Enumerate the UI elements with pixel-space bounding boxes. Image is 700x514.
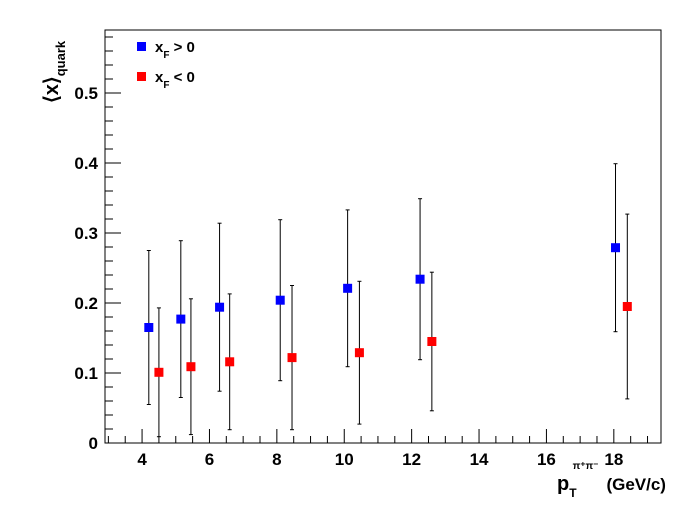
data-point-xf-positive <box>215 302 225 312</box>
legend-label: xF > 0 <box>155 39 195 61</box>
y-tick-label: 0.5 <box>74 84 98 103</box>
data-point-xf-positive <box>144 323 154 332</box>
data-point-xf-positive <box>611 243 621 253</box>
data-point-xf-negative <box>225 357 235 367</box>
x-tick-label: 8 <box>272 450 281 469</box>
x-tick-label: 18 <box>604 450 623 469</box>
data-point-xf-positive <box>415 274 425 284</box>
data-point-xf-negative <box>186 362 196 372</box>
legend-label: xF < 0 <box>155 69 195 91</box>
plot-frame <box>104 29 662 444</box>
data-markers <box>144 243 632 377</box>
y-tick-label: 0 <box>89 434 98 453</box>
error-bars <box>146 163 630 438</box>
x-tick-label: 6 <box>205 450 214 469</box>
data-point-xf-positive <box>176 314 186 324</box>
x-tick-label: 4 <box>137 450 147 469</box>
x-tick-label: 10 <box>335 450 354 469</box>
y-tick-label: 0.2 <box>74 294 98 313</box>
y-axis-label: ⟨x⟩quark <box>41 40 68 103</box>
data-point-xf-positive <box>343 283 353 293</box>
axis-ticks <box>105 36 649 444</box>
x-tick-label: 14 <box>470 450 489 469</box>
data-point-xf-negative <box>427 337 437 346</box>
y-tick-label: 0.4 <box>74 154 98 173</box>
y-tick-label: 0.1 <box>74 364 98 383</box>
legend-swatch-red <box>137 72 146 81</box>
legend-entry-xf-negative: xF < 0 <box>137 69 195 91</box>
legend: xF > 0 xF < 0 <box>137 39 195 91</box>
data-point-xf-negative <box>154 367 164 377</box>
data-point-xf-positive <box>275 295 285 305</box>
data-point-xf-negative <box>287 353 297 363</box>
legend-entry-xf-positive: xF > 0 <box>137 39 195 61</box>
x-tick-label: 12 <box>402 450 421 469</box>
legend-swatch-blue <box>137 42 146 51</box>
y-tick-label: 0.3 <box>74 224 98 243</box>
x-tick-label: 16 <box>537 450 556 469</box>
data-point-xf-negative <box>622 302 632 311</box>
x-axis-label: pTπ⁺π⁻(GeV/c) <box>557 461 666 500</box>
axis-tick-labels: 4 6 8 10 12 14 16 18 0 0.1 0.2 0.3 0.4 0.5 <box>74 84 623 469</box>
data-point-xf-negative <box>354 348 364 358</box>
